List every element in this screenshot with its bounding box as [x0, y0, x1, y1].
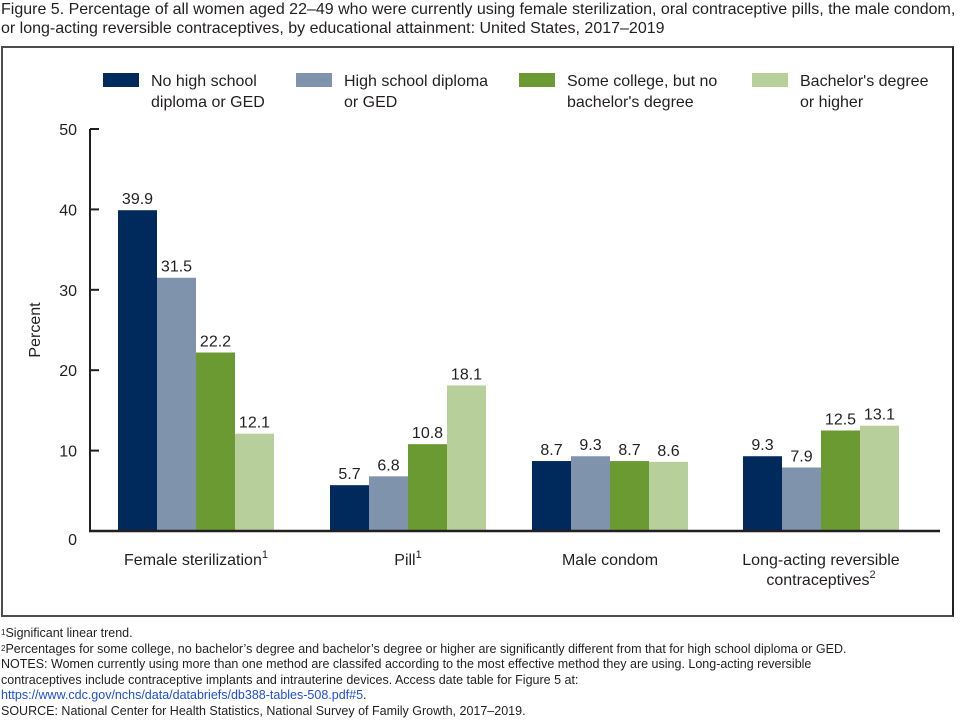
data-label: 5.7	[338, 466, 360, 483]
bar	[447, 385, 486, 531]
data-label: 22.2	[200, 334, 231, 351]
bar	[408, 444, 447, 531]
data-table-link[interactable]: https://www.cdc.gov/nchs/data/databriefs…	[1, 688, 364, 702]
legend-swatch	[103, 73, 139, 87]
data-label: 8.7	[618, 442, 640, 459]
legend-item: Some college, but no bachelor's degree	[519, 73, 717, 111]
bars: 39.931.522.212.15.76.810.818.18.7 9.3 8.7 8…	[118, 191, 899, 532]
footnote-1: 1Significant linear trend.	[1, 626, 959, 642]
figure-title: Figure 5. Percentage of all women aged 2…	[1, 1, 956, 37]
bar-group: 9.3 7.9 12.5 13.1	[743, 407, 899, 531]
legend-swatch	[519, 73, 555, 87]
category-label: Long-acting reversible	[742, 552, 900, 569]
data-label: 9.3	[579, 437, 601, 454]
y-tick-label: 10	[59, 444, 77, 461]
bar	[821, 430, 860, 531]
data-label: 31.5	[161, 259, 192, 276]
data-table-link-line: https://www.cdc.gov/nchs/data/databriefs…	[1, 688, 959, 704]
bar	[782, 467, 821, 531]
category-label: Pill1	[394, 549, 421, 569]
data-label: 13.1	[864, 407, 895, 424]
category-label: contraceptives2	[766, 569, 875, 589]
bar	[610, 461, 649, 531]
bar	[860, 425, 899, 531]
bar	[330, 485, 369, 531]
legend-label: or GED	[344, 94, 397, 111]
data-label: 10.8	[412, 425, 443, 442]
y-axis: 0 10 20 30 40 50 Percent	[27, 122, 99, 549]
bar-group: 39.9 31.5 22.2 12.1	[118, 191, 274, 532]
legend-swatch	[752, 73, 788, 87]
category-label: Female sterilization1	[124, 549, 268, 569]
x-axis: Female sterilization1 Pill1 Male condom Lon…	[89, 529, 940, 589]
legend-label: diploma or GED	[151, 94, 265, 111]
legend-label: Some college, but no	[567, 73, 717, 90]
bar	[118, 210, 157, 532]
data-label: 39.9	[122, 191, 153, 208]
category-footnote-marker: 1	[262, 549, 268, 561]
footnote-2: 2Percentages for some college, no bachel…	[1, 642, 959, 658]
data-label: 12.5	[825, 412, 856, 429]
footnote-1-text: Significant linear trend.	[5, 626, 133, 640]
data-label: 8.7	[540, 442, 562, 459]
notes: 1Significant linear trend. 2Percentages …	[1, 626, 959, 719]
y-tick-label: 30	[59, 283, 77, 300]
y-tick-label: 50	[59, 122, 77, 139]
y-tick-label: 20	[59, 363, 77, 380]
y-tick-label: 0	[68, 532, 77, 549]
data-label: 9.3	[751, 437, 773, 454]
legend-label: No high school	[151, 73, 257, 90]
bar	[157, 277, 196, 531]
legend-item: High school diploma or GED	[296, 73, 488, 111]
bar	[235, 433, 274, 531]
legend-swatch	[296, 73, 332, 87]
legend-item: Bachelor's degree or higher	[752, 73, 929, 111]
legend-label: bachelor's degree	[567, 94, 694, 111]
bar	[532, 461, 571, 531]
bar	[743, 456, 782, 531]
data-label: 18.1	[451, 366, 482, 383]
source-line: SOURCE: National Center for Health Stati…	[1, 703, 526, 718]
bar-group: 5.7 6.8 10.8 18.1	[330, 366, 486, 531]
data-label: 8.6	[657, 443, 679, 460]
legend-label: or higher	[800, 94, 864, 111]
notes-line-2: contraceptives include contraceptive imp…	[1, 672, 579, 687]
y-tick-label: 40	[59, 202, 77, 219]
bar	[196, 352, 235, 531]
footnote-2-marker: 2	[1, 643, 6, 653]
data-label: 12.1	[239, 415, 270, 432]
bar	[571, 456, 610, 531]
notes-line-1: NOTES: Women currently using more than o…	[1, 657, 812, 671]
y-axis-label: Percent	[27, 302, 44, 358]
legend-item: No high school diploma or GED	[103, 73, 265, 111]
legend-label: Bachelor's degree	[800, 73, 929, 90]
link-suffix: .	[363, 688, 367, 702]
category-footnote-marker: 2	[870, 569, 876, 581]
data-label: 7.9	[790, 448, 812, 465]
bar-group: 8.7 9.3 8.7 8.6	[532, 437, 688, 531]
bar	[369, 476, 408, 531]
legend-label: High school diploma	[344, 73, 488, 90]
category-label: Male condom	[562, 552, 658, 569]
data-label: 6.8	[377, 457, 399, 474]
chart-frame	[1, 46, 954, 617]
category-footnote-marker: 1	[416, 549, 422, 561]
legend: No high school diploma or GED High school …	[103, 73, 929, 111]
bar	[649, 461, 688, 531]
footnote-1-marker: 1	[1, 628, 6, 637]
footnote-2-text: Percentages for some college, no bachelo…	[5, 641, 847, 656]
